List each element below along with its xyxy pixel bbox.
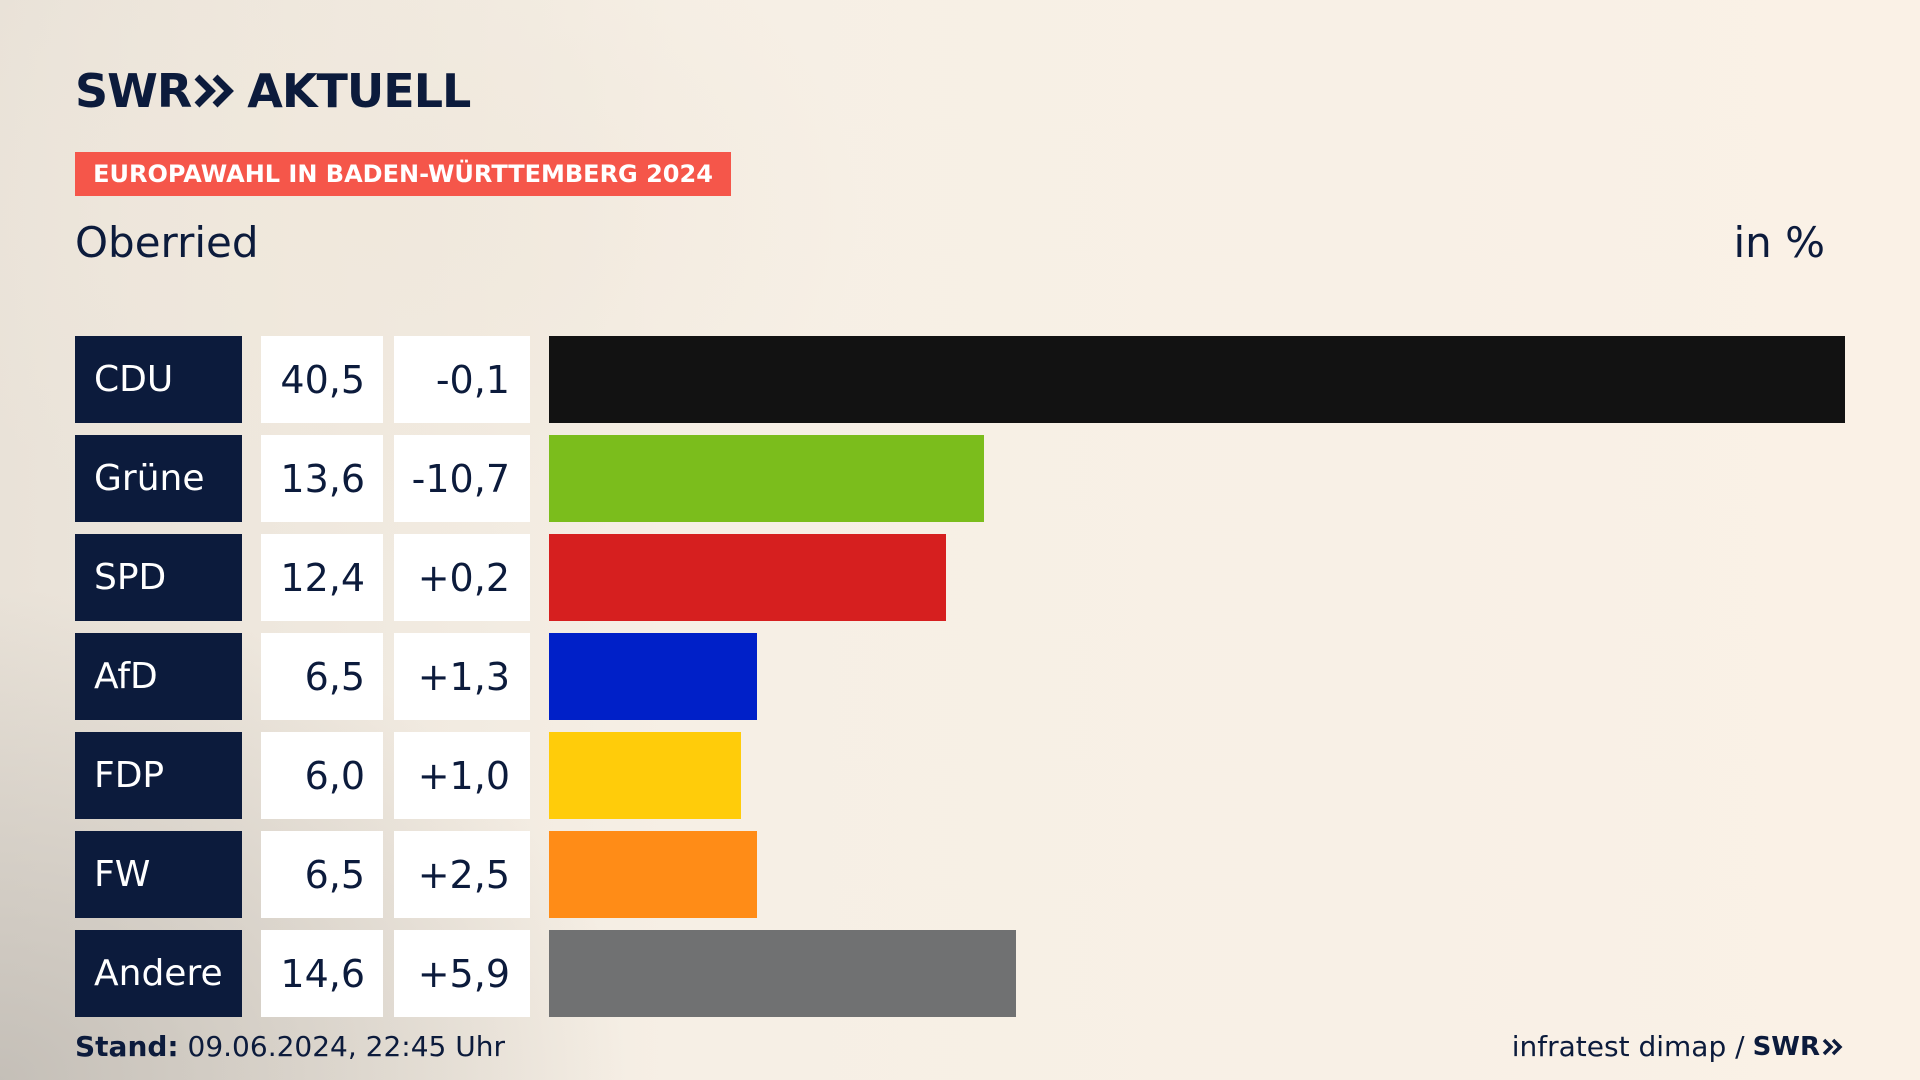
party-label: SPD — [75, 534, 242, 621]
change-label: +2,5 — [394, 831, 530, 918]
result-row: AfD 6,5 +1,3 — [75, 633, 1845, 720]
change-label: -0,1 — [394, 336, 530, 423]
result-bar — [549, 930, 1016, 1017]
source-text: infratest dimap / — [1511, 1030, 1745, 1063]
result-bar — [549, 831, 757, 918]
result-row: Grüne 13,6 -10,7 — [75, 435, 1845, 522]
result-bar — [549, 633, 757, 720]
logo-swr-text: SWR — [75, 64, 192, 118]
double-chevron-icon — [194, 74, 235, 108]
vote-share-label: 6,5 — [261, 633, 383, 720]
logo-aktuell-text: AKTUELL — [247, 64, 471, 118]
party-label: FW — [75, 831, 242, 918]
party-label: AfD — [75, 633, 242, 720]
stand-label: Stand: — [75, 1030, 179, 1063]
result-row: FDP 6,0 +1,0 — [75, 732, 1845, 819]
result-bar — [549, 732, 741, 819]
timestamp: Stand: 09.06.2024, 22:45 Uhr — [75, 1030, 505, 1063]
results-chart: CDU 40,5 -0,1 Grüne 13,6 -10,7 SPD 12,4 +0,2 AfD 6… — [75, 336, 1845, 1029]
change-label: +1,0 — [394, 732, 530, 819]
vote-share-label: 14,6 — [261, 930, 383, 1017]
result-row: SPD 12,4 +0,2 — [75, 534, 1845, 621]
double-chevron-icon — [1822, 1038, 1843, 1055]
result-row: FW 6,5 +2,5 — [75, 831, 1845, 918]
vote-share-label: 13,6 — [261, 435, 383, 522]
source-credit: infratest dimap / SWR — [1512, 1030, 1844, 1063]
footer-swr-logo: SWR — [1753, 1032, 1844, 1062]
party-label: FDP — [75, 732, 242, 819]
change-label: +5,9 — [394, 930, 530, 1017]
footer-swr-text: SWR — [1752, 1031, 1820, 1062]
stand-value: 09.06.2024, 22:45 Uhr — [187, 1030, 505, 1063]
unit-label: in % — [1733, 218, 1825, 267]
location-title: Oberried — [75, 218, 259, 267]
vote-share-label: 12,4 — [261, 534, 383, 621]
vote-share-label: 6,5 — [261, 831, 383, 918]
result-bar — [549, 435, 984, 522]
swr-aktuell-logo: SWR AKTUELL — [75, 64, 471, 118]
election-banner: EUROPAWAHL IN BADEN-WÜRTTEMBERG 2024 — [75, 152, 731, 196]
change-label: +0,2 — [394, 534, 530, 621]
party-label: Grüne — [75, 435, 242, 522]
change-label: -10,7 — [394, 435, 530, 522]
vote-share-label: 40,5 — [261, 336, 383, 423]
party-label: Andere — [75, 930, 242, 1017]
result-row: Andere 14,6 +5,9 — [75, 930, 1845, 1017]
result-bar — [549, 534, 946, 621]
change-label: +1,3 — [394, 633, 530, 720]
result-bar — [549, 336, 1845, 423]
result-row: CDU 40,5 -0,1 — [75, 336, 1845, 423]
vote-share-label: 6,0 — [261, 732, 383, 819]
party-label: CDU — [75, 336, 242, 423]
